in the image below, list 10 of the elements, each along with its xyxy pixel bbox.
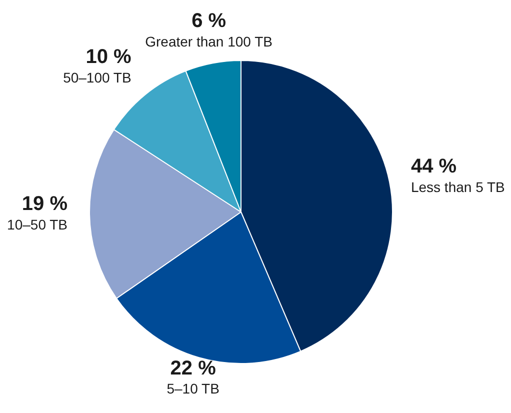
slice-label: Less than 5 TB — [410, 179, 505, 196]
slice-label: 50–100 TB — [63, 69, 132, 86]
data-label: 22 % — [170, 357, 216, 380]
slice-label: 5–10 TB — [166, 380, 220, 397]
data-label: 44 % — [410, 156, 457, 178]
slice-label: 10–50 TB — [7, 216, 68, 233]
data-label: 19 % — [22, 193, 68, 216]
slice-label: Greater than 100 TB — [145, 33, 272, 50]
data-label: 6 % — [192, 10, 226, 32]
data-label: 10 % — [86, 46, 132, 68]
